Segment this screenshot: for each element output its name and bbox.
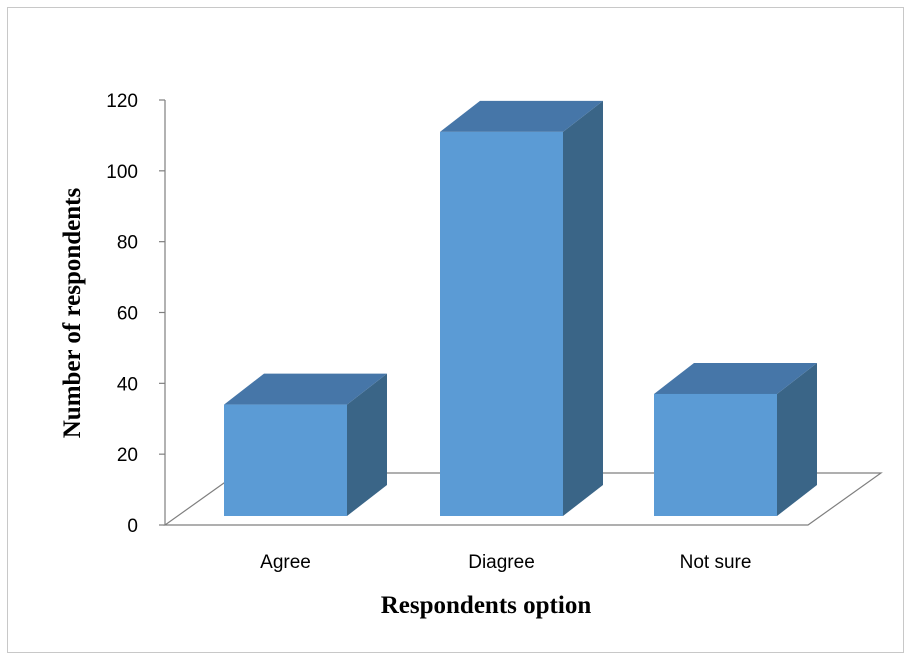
bars [224,100,817,516]
y-tick-label: 0 [127,516,138,537]
bar-front-face [224,404,347,516]
bar-front-face [654,393,777,516]
bar-front-face [440,131,563,516]
bar-top-face [654,362,817,394]
x-tick-label: Not sure [680,552,752,573]
y-tick-label: 100 [106,162,138,183]
bar-side-face [777,362,817,516]
y-tick-label: 40 [117,374,138,395]
bar-top-face [224,373,387,405]
bar-diagree [440,100,603,516]
x-tick-label: Agree [260,552,311,573]
bar-not-sure [654,362,817,516]
y-tick-label: 20 [117,445,138,466]
x-axis-title: Respondents option [381,592,592,619]
bar-agree [224,373,387,516]
y-axis [159,99,166,526]
y-axis-title: Number of respondents [59,187,86,438]
y-tick-label: 120 [106,91,138,112]
x-tick-label: Diagree [468,552,535,573]
y-tick-label: 60 [117,304,138,325]
bar-top-face [440,100,603,132]
bar-side-face [563,100,603,516]
x-tick-labels: Agree Diagree Not sure [260,552,751,573]
bar-side-face [347,373,387,516]
y-tick-labels: 0 20 40 60 80 100 120 [106,91,138,537]
y-tick-label: 80 [117,233,138,254]
